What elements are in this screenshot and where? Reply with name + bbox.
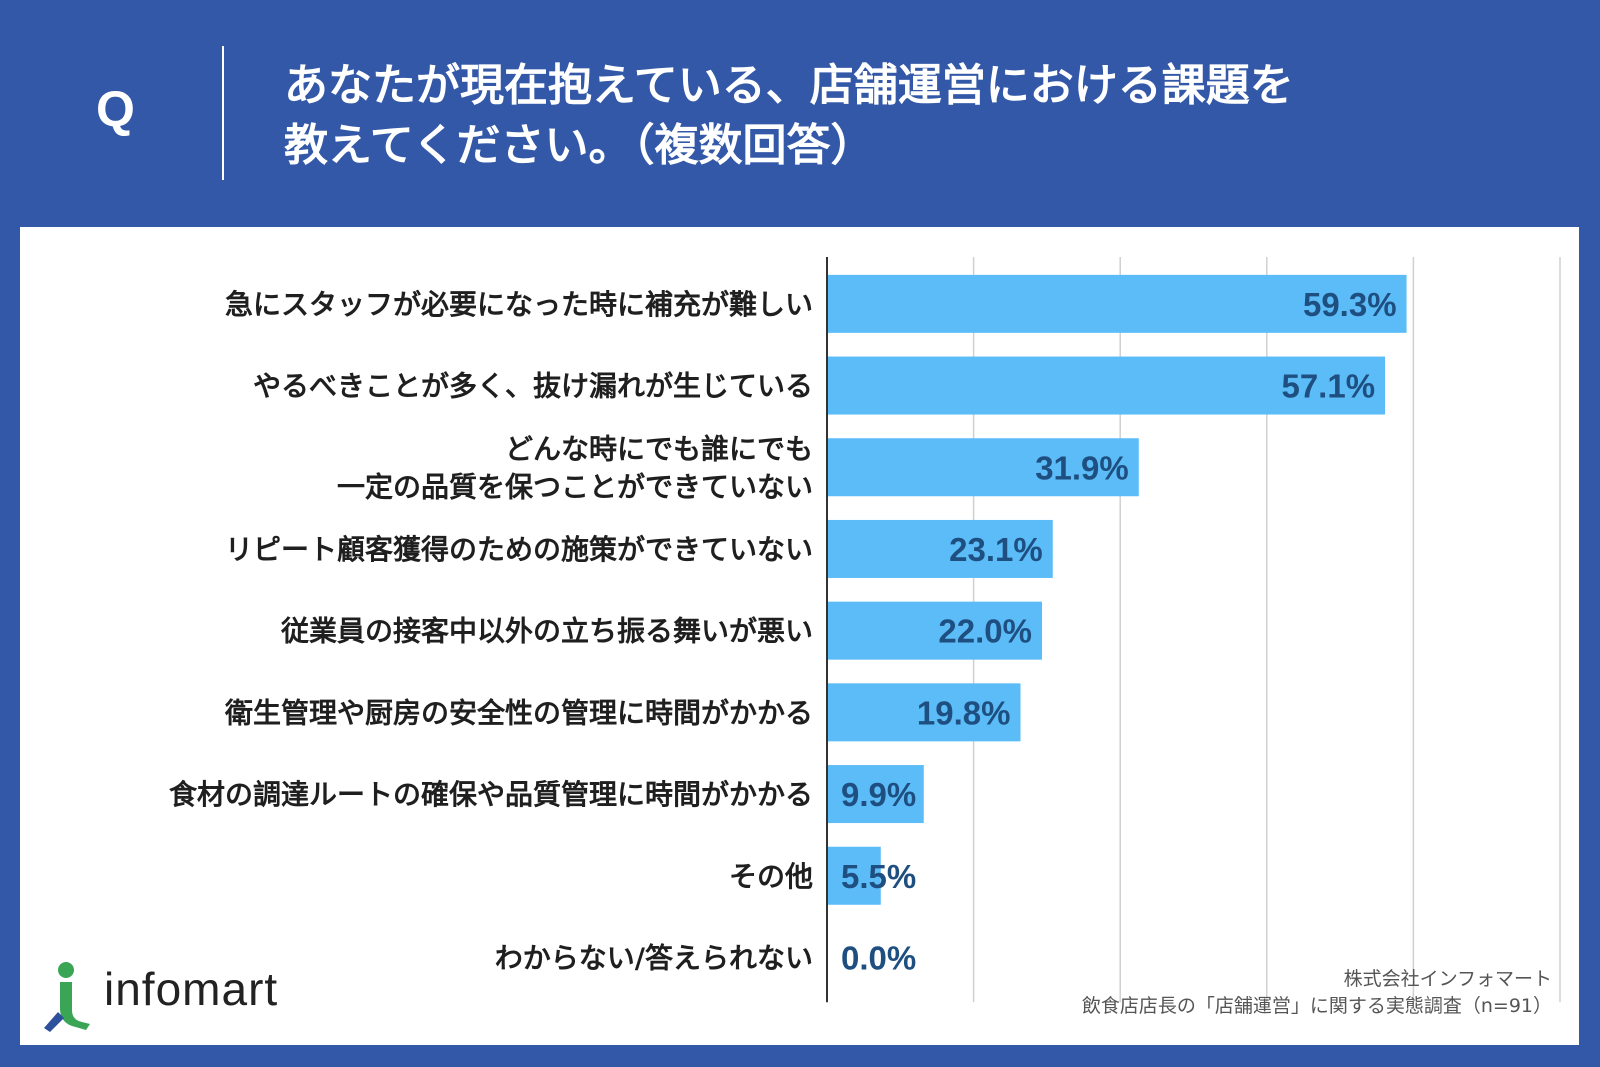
category-label: その他	[729, 860, 813, 893]
bar	[827, 846, 881, 905]
source-note: 株式会社インフォマート 飲食店店長の「店舗運営」に関する実態調査（n=91）	[1082, 966, 1552, 1020]
bar	[827, 519, 1053, 578]
question-mark: Q	[96, 81, 135, 137]
source-survey: 飲食店店長の「店舗運営」に関する実態調査（n=91）	[1081, 995, 1552, 1017]
bar	[827, 274, 1407, 333]
value-label: 23.1%	[949, 531, 1043, 568]
question-line-2: 教えてください。（複数回答）	[284, 120, 875, 171]
category-label: やるべきことが多く、抜け漏れが生じている	[253, 370, 813, 403]
bar	[827, 356, 1386, 415]
logo-person-icon	[44, 962, 90, 1032]
header-divider	[222, 46, 224, 180]
bar	[827, 438, 1139, 497]
value-label: 5.5%	[841, 858, 916, 895]
bar	[827, 601, 1043, 660]
chart-panel: 急にスタッフが必要になった時に補充が難しい 59.3% やるべきことが多く、抜け漏れ…	[20, 227, 1579, 1045]
value-label: 19.8%	[917, 694, 1011, 731]
category-label: わからない/答えられない	[495, 941, 813, 974]
value-label: 59.3%	[1303, 286, 1397, 323]
category-label: 一定の品質を保つことができていない	[337, 470, 813, 503]
bar	[827, 765, 924, 824]
bar-chart: 急にスタッフが必要になった時に補充が難しい 59.3% やるべきことが多く、抜け漏れ…	[169, 257, 1561, 1003]
question-title: あなたが現在抱えている、店舗運営における課題を 教えてください。（複数回答）	[284, 56, 1544, 176]
category-label: 衛生管理や厨房の安全性の管理に時間がかかる	[224, 696, 813, 729]
source-company: 株式会社インフォマート	[1343, 968, 1552, 990]
category-label: 従業員の接客中以外の立ち振る舞いが悪い	[280, 615, 813, 648]
logo-text: infomart	[104, 963, 279, 1015]
category-label: 急にスタッフが必要になった時に補充が難しい	[225, 288, 813, 321]
value-label: 9.9%	[841, 776, 916, 813]
value-label: 57.1%	[1281, 368, 1375, 405]
bar	[827, 683, 1021, 742]
category-label: リピート顧客獲得のための施策ができていない	[225, 533, 813, 566]
infomart-logo: infomart	[42, 962, 322, 1032]
value-label: 22.0%	[938, 613, 1032, 650]
category-label: どんな時にでも誰にでも	[505, 432, 813, 465]
category-label: 食材の調達ルートの確保や品質管理に時間がかかる	[169, 778, 813, 811]
question-line-1: あなたが現在抱えている、店舗運営における課題を	[284, 60, 1294, 111]
value-label: 31.9%	[1035, 449, 1129, 486]
value-label: 0.0%	[841, 939, 916, 976]
